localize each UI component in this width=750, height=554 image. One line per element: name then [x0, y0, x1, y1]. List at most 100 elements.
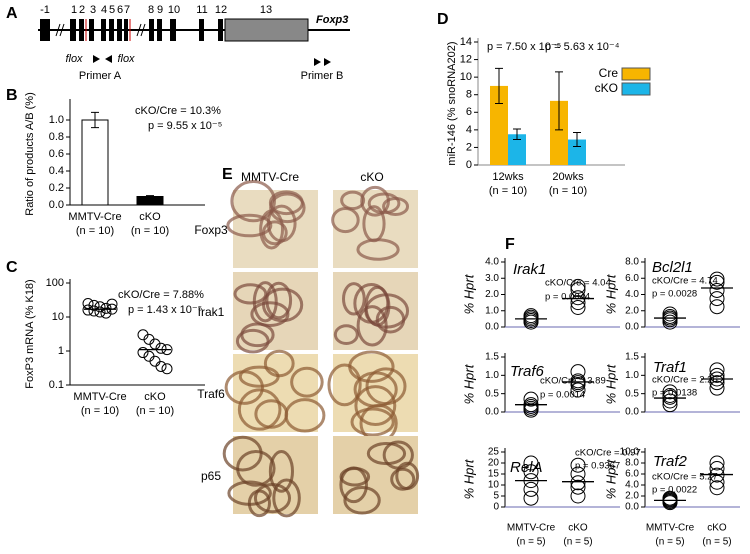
y-tick-label: 1: [58, 345, 64, 357]
point: [662, 384, 678, 400]
tissue-structure: [390, 467, 416, 491]
flox-label: flox: [65, 53, 83, 65]
annotation: cKO/Cre = 2.26: [652, 375, 718, 386]
y-axis-label: % Hprt: [603, 273, 618, 314]
tissue-structure: [268, 449, 294, 493]
point: [570, 466, 586, 482]
y-axis-label: FoxP3 mRNA (% K18): [24, 279, 36, 388]
y-tick-label: 8: [466, 89, 472, 101]
bar: [550, 100, 568, 165]
y-tick-label: 4: [466, 124, 472, 136]
tissue-structure: [382, 440, 414, 470]
row-label: Irak1: [198, 305, 225, 319]
annotation: p = 5.63 x 10⁻⁴: [545, 41, 620, 53]
chart: 0.02.04.06.08.010.0% Hprt Traf2 cKO/Cre = …: [603, 447, 740, 548]
tissue-structure: [265, 281, 293, 320]
gene-name: Foxp3: [316, 14, 348, 26]
y-tick-label: 2: [466, 141, 472, 153]
exon-label: 13: [260, 4, 272, 16]
exon-labels: -1 1 2 3 4 5 6 7 8 9 10 11 12 13: [40, 4, 272, 16]
tissue-structure: [266, 204, 297, 243]
primer-label: Primer A: [79, 70, 122, 82]
primer-label: Primer B: [301, 70, 344, 82]
bar: [568, 139, 586, 165]
y-tick-label: 6.0: [625, 469, 639, 480]
point: [82, 304, 94, 316]
x-tick-note: (n = 10): [549, 185, 587, 197]
point: [523, 481, 539, 497]
y-tick-label: 2.0: [625, 491, 639, 502]
tissue-structure: [269, 192, 306, 224]
tissue-structure: [233, 283, 268, 305]
point: [709, 282, 725, 298]
y-tick-label: 2.0: [485, 289, 499, 300]
point: [570, 373, 586, 389]
y-axis-label: Ratio of products A/B (%): [24, 92, 36, 216]
x-tick-label: MMTV-Cre: [73, 391, 126, 403]
point: [570, 300, 586, 315]
y-tick-label: 0.1: [49, 379, 64, 391]
annotation: cKO/Cre = 4.74: [652, 276, 718, 287]
tissue-structure: [353, 371, 398, 408]
y-tick-label: 10.0: [620, 447, 640, 458]
point: [662, 490, 678, 506]
y-axis-label: % Hprt: [603, 458, 618, 499]
y-axis-label: % Hprt: [461, 363, 476, 404]
x-tick-label: cKO: [568, 523, 588, 534]
tissue-structure: [272, 478, 301, 518]
row-label: Traf6: [197, 387, 225, 401]
chart-title: Traf2: [653, 453, 688, 470]
panel-a: A -1 1 2 3 4 5 6 7 8 9 10 11 12 13: [6, 4, 350, 82]
point: [100, 307, 112, 319]
y-tick-label: 10: [52, 311, 64, 323]
x-tick-label: cKO: [707, 523, 727, 534]
tissue-structure: [367, 192, 401, 215]
point: [662, 388, 678, 403]
tissue-structure: [339, 466, 368, 504]
y-tick-label: 0.4: [49, 165, 64, 177]
point: [82, 297, 94, 309]
panel-label: D: [437, 11, 449, 28]
annotation: p = 0.0022: [652, 485, 697, 496]
exon-label: -1: [40, 4, 50, 16]
y-tick-label: 1.5: [625, 352, 639, 363]
y-axis-label: % Hprt: [461, 458, 476, 499]
point: [709, 375, 725, 391]
tissue-structure: [226, 213, 273, 238]
point: [570, 278, 586, 294]
tissue-structure: [240, 322, 275, 348]
chart: C 0.1 1 10 100 FoxP3 mRNA (% K18) cKO/Cre = 7.…: [6, 259, 205, 417]
exon-label: 3: [90, 4, 96, 16]
exon-label: 1: [71, 4, 77, 16]
tissue-structure: [227, 480, 272, 506]
y-tick-label: 0.0: [625, 322, 639, 333]
histology-image: [233, 436, 318, 514]
point: [709, 455, 725, 471]
y-tick-label: 0.0: [485, 322, 499, 333]
chart-title: Irak1: [513, 261, 546, 278]
chart-title: Bcl2l1: [652, 259, 693, 276]
y-tick-label: 1.0: [625, 370, 639, 381]
exon-label: 8: [148, 4, 154, 16]
tissue-structure: [362, 205, 386, 243]
point: [709, 274, 725, 290]
point: [149, 355, 161, 367]
y-tick-label: 0: [493, 502, 499, 513]
y-tick-label: 1.5: [485, 352, 499, 363]
point: [709, 291, 725, 307]
error-bar: [573, 131, 581, 148]
annotation: p = 1.43 x 10⁻⁵: [128, 304, 202, 316]
annotation: p = 7.50 x 10⁻⁵: [487, 41, 561, 53]
x-tick-label: cKO: [139, 211, 161, 223]
point: [570, 488, 586, 504]
point: [100, 302, 112, 314]
bar: [81, 119, 109, 206]
error-bar: [146, 195, 154, 198]
annotation: cKO/Cre = 7.88%: [118, 289, 204, 301]
y-tick-label: 8.0: [625, 458, 639, 469]
tissue-structure: [261, 287, 304, 323]
